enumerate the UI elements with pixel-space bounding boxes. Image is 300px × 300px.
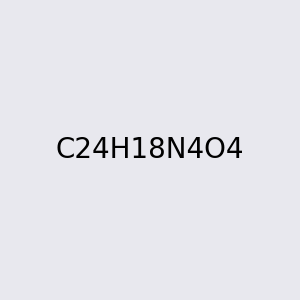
Text: C24H18N4O4: C24H18N4O4 — [56, 136, 244, 164]
